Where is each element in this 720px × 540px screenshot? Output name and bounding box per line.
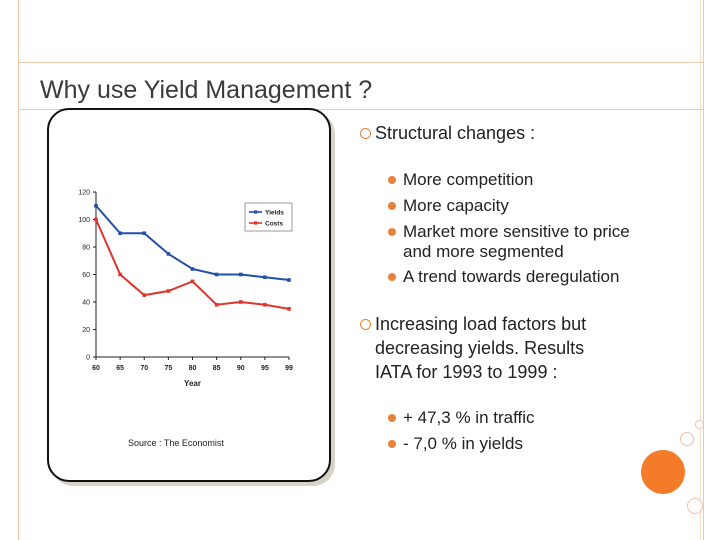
data-point-costs <box>214 302 219 307</box>
y-tick-label: 60 <box>82 272 90 279</box>
legend-marker-yields <box>254 210 258 214</box>
decor-circle-corner <box>687 498 703 514</box>
chart-source: Source : The Economist <box>128 438 224 448</box>
data-point-costs <box>287 307 291 311</box>
bullet-item: - 7,0 % in yields <box>403 434 523 453</box>
bullet-dot-icon <box>388 202 396 210</box>
right-border-line <box>703 0 704 540</box>
x-tick-label: 99 <box>285 365 293 372</box>
load-line: decreasing yields. Results <box>375 338 585 358</box>
data-point-yields <box>142 231 147 236</box>
legend-marker-costs <box>254 221 258 225</box>
data-point-yields <box>287 278 291 282</box>
data-point-yields <box>263 275 267 280</box>
legend-label: Costs <box>265 221 283 228</box>
y-tick-label: 100 <box>78 217 90 224</box>
data-point-yields <box>238 272 243 277</box>
data-point-yields <box>166 252 171 256</box>
bullet-ring-icon <box>360 319 371 330</box>
legend-label: Yields <box>265 210 284 217</box>
title-band <box>18 62 703 110</box>
bullet-ring-icon <box>360 128 371 139</box>
data-point-costs <box>118 272 122 277</box>
bullet-item: + 47,3 % in traffic <box>403 408 535 427</box>
x-tick-label: 80 <box>189 365 197 372</box>
y-tick-label: 120 <box>78 190 90 197</box>
y-tick-label: 80 <box>82 245 90 252</box>
bullet-dot-icon <box>388 273 396 281</box>
data-point-costs <box>190 279 195 284</box>
y-tick-label: 0 <box>86 355 90 362</box>
decor-circle-tiny <box>695 420 704 429</box>
data-point-costs <box>238 300 243 304</box>
bullet-item: A trend towards deregulation <box>403 267 620 286</box>
x-tick-label: 95 <box>261 365 269 372</box>
bullet-dot-icon <box>388 176 396 184</box>
right-border-line-inner <box>700 0 701 540</box>
load-line: Increasing load factors but <box>375 314 587 334</box>
data-point-costs <box>94 217 98 222</box>
bullet-item-continuation: and more segmented <box>403 242 564 261</box>
bullet-item: More competition <box>403 170 534 189</box>
line-chart: 0 20 40 60 80 100 120 60 65 70 75 80 85 90 95 99 Year Yie… <box>78 190 293 389</box>
x-tick-label: 60 <box>92 365 100 372</box>
y-tick-label: 40 <box>82 300 90 307</box>
bullet-dot-icon <box>388 440 396 448</box>
bullet-item: Market more sensitive to price <box>403 222 630 241</box>
data-point-yields <box>118 231 122 236</box>
data-point-costs <box>142 293 147 297</box>
x-tick-label: 65 <box>116 365 124 372</box>
data-point-yields <box>94 203 98 208</box>
chart-frame <box>47 108 331 482</box>
decor-circle-small <box>680 432 694 446</box>
y-tick-label: 20 <box>82 327 90 334</box>
decor-circle-orange <box>641 450 685 494</box>
bullet-dot-icon <box>388 414 396 422</box>
x-tick-label: 85 <box>213 365 221 372</box>
x-tick-label: 70 <box>140 365 148 372</box>
left-border-line <box>18 0 19 540</box>
bullet-dot-icon <box>388 228 396 236</box>
legend-box <box>244 202 293 232</box>
load-line: IATA for 1993 to 1999 : <box>375 362 558 382</box>
data-point-costs <box>166 289 171 293</box>
data-point-costs <box>263 302 267 307</box>
x-axis-label: Year <box>184 379 201 388</box>
slide-title: Why use Yield Management ? <box>40 76 373 104</box>
data-point-yields <box>214 272 219 277</box>
x-tick-label: 75 <box>164 365 172 372</box>
x-tick-label: 90 <box>237 365 245 372</box>
structural-label: Structural changes : <box>375 123 536 143</box>
data-point-yields <box>190 267 195 271</box>
bullet-item: More capacity <box>403 196 509 215</box>
